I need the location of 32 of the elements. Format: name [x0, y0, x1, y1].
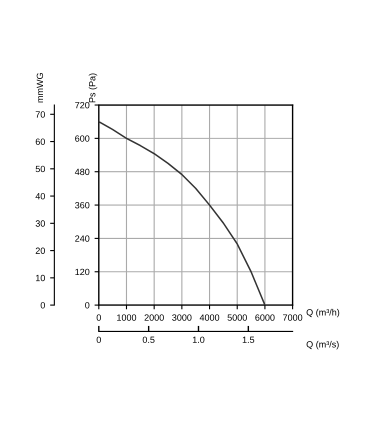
x-tick-label: 0	[96, 314, 101, 321]
y2-tick-label: 0	[40, 302, 45, 308]
x2-tick-label: 0.5	[142, 336, 155, 343]
y-tick-label: 600	[75, 135, 90, 142]
x2-axis-title: Q (m³/s)	[306, 340, 339, 350]
y2-tick-label: 10	[36, 274, 45, 282]
x-tick-label: 5000	[228, 314, 247, 321]
y2-tick-label: 30	[36, 220, 45, 227]
x2-tick-label: 1.0	[192, 336, 204, 343]
x-tick-label: 4000	[200, 314, 220, 321]
y2-tick-label: 70	[36, 111, 45, 118]
y-tick-label: 720	[75, 102, 90, 108]
y-tick-label: 480	[74, 168, 90, 176]
y-tick-label: 360	[75, 202, 90, 208]
y2-tick-label: 40	[35, 193, 45, 200]
x-tick-label: 6000	[255, 314, 275, 321]
x-axis-title: Q (m³/h)	[306, 308, 340, 318]
y2-tick-label: 60	[36, 138, 45, 145]
x2-tick-label: 1.5	[242, 336, 254, 343]
x-tick-label: 7000	[283, 314, 302, 321]
x-tick-label: 1000	[117, 314, 136, 321]
y2-tick-label: 20	[36, 248, 45, 254]
x2-tick-label: 0	[96, 336, 101, 343]
x-tick-label: 3000	[172, 314, 192, 321]
y-tick-label: 120	[75, 268, 90, 276]
y-tick-label: 240	[75, 235, 90, 242]
y-tick-label: 0	[85, 302, 90, 308]
y-axis-title: Ps (Pa)	[88, 73, 98, 102]
line-series	[98, 120, 266, 306]
y2-axis-title: mmWG	[36, 73, 44, 102]
x-tick-label: 2000	[144, 314, 164, 321]
y2-tick-label: 50	[36, 166, 45, 172]
